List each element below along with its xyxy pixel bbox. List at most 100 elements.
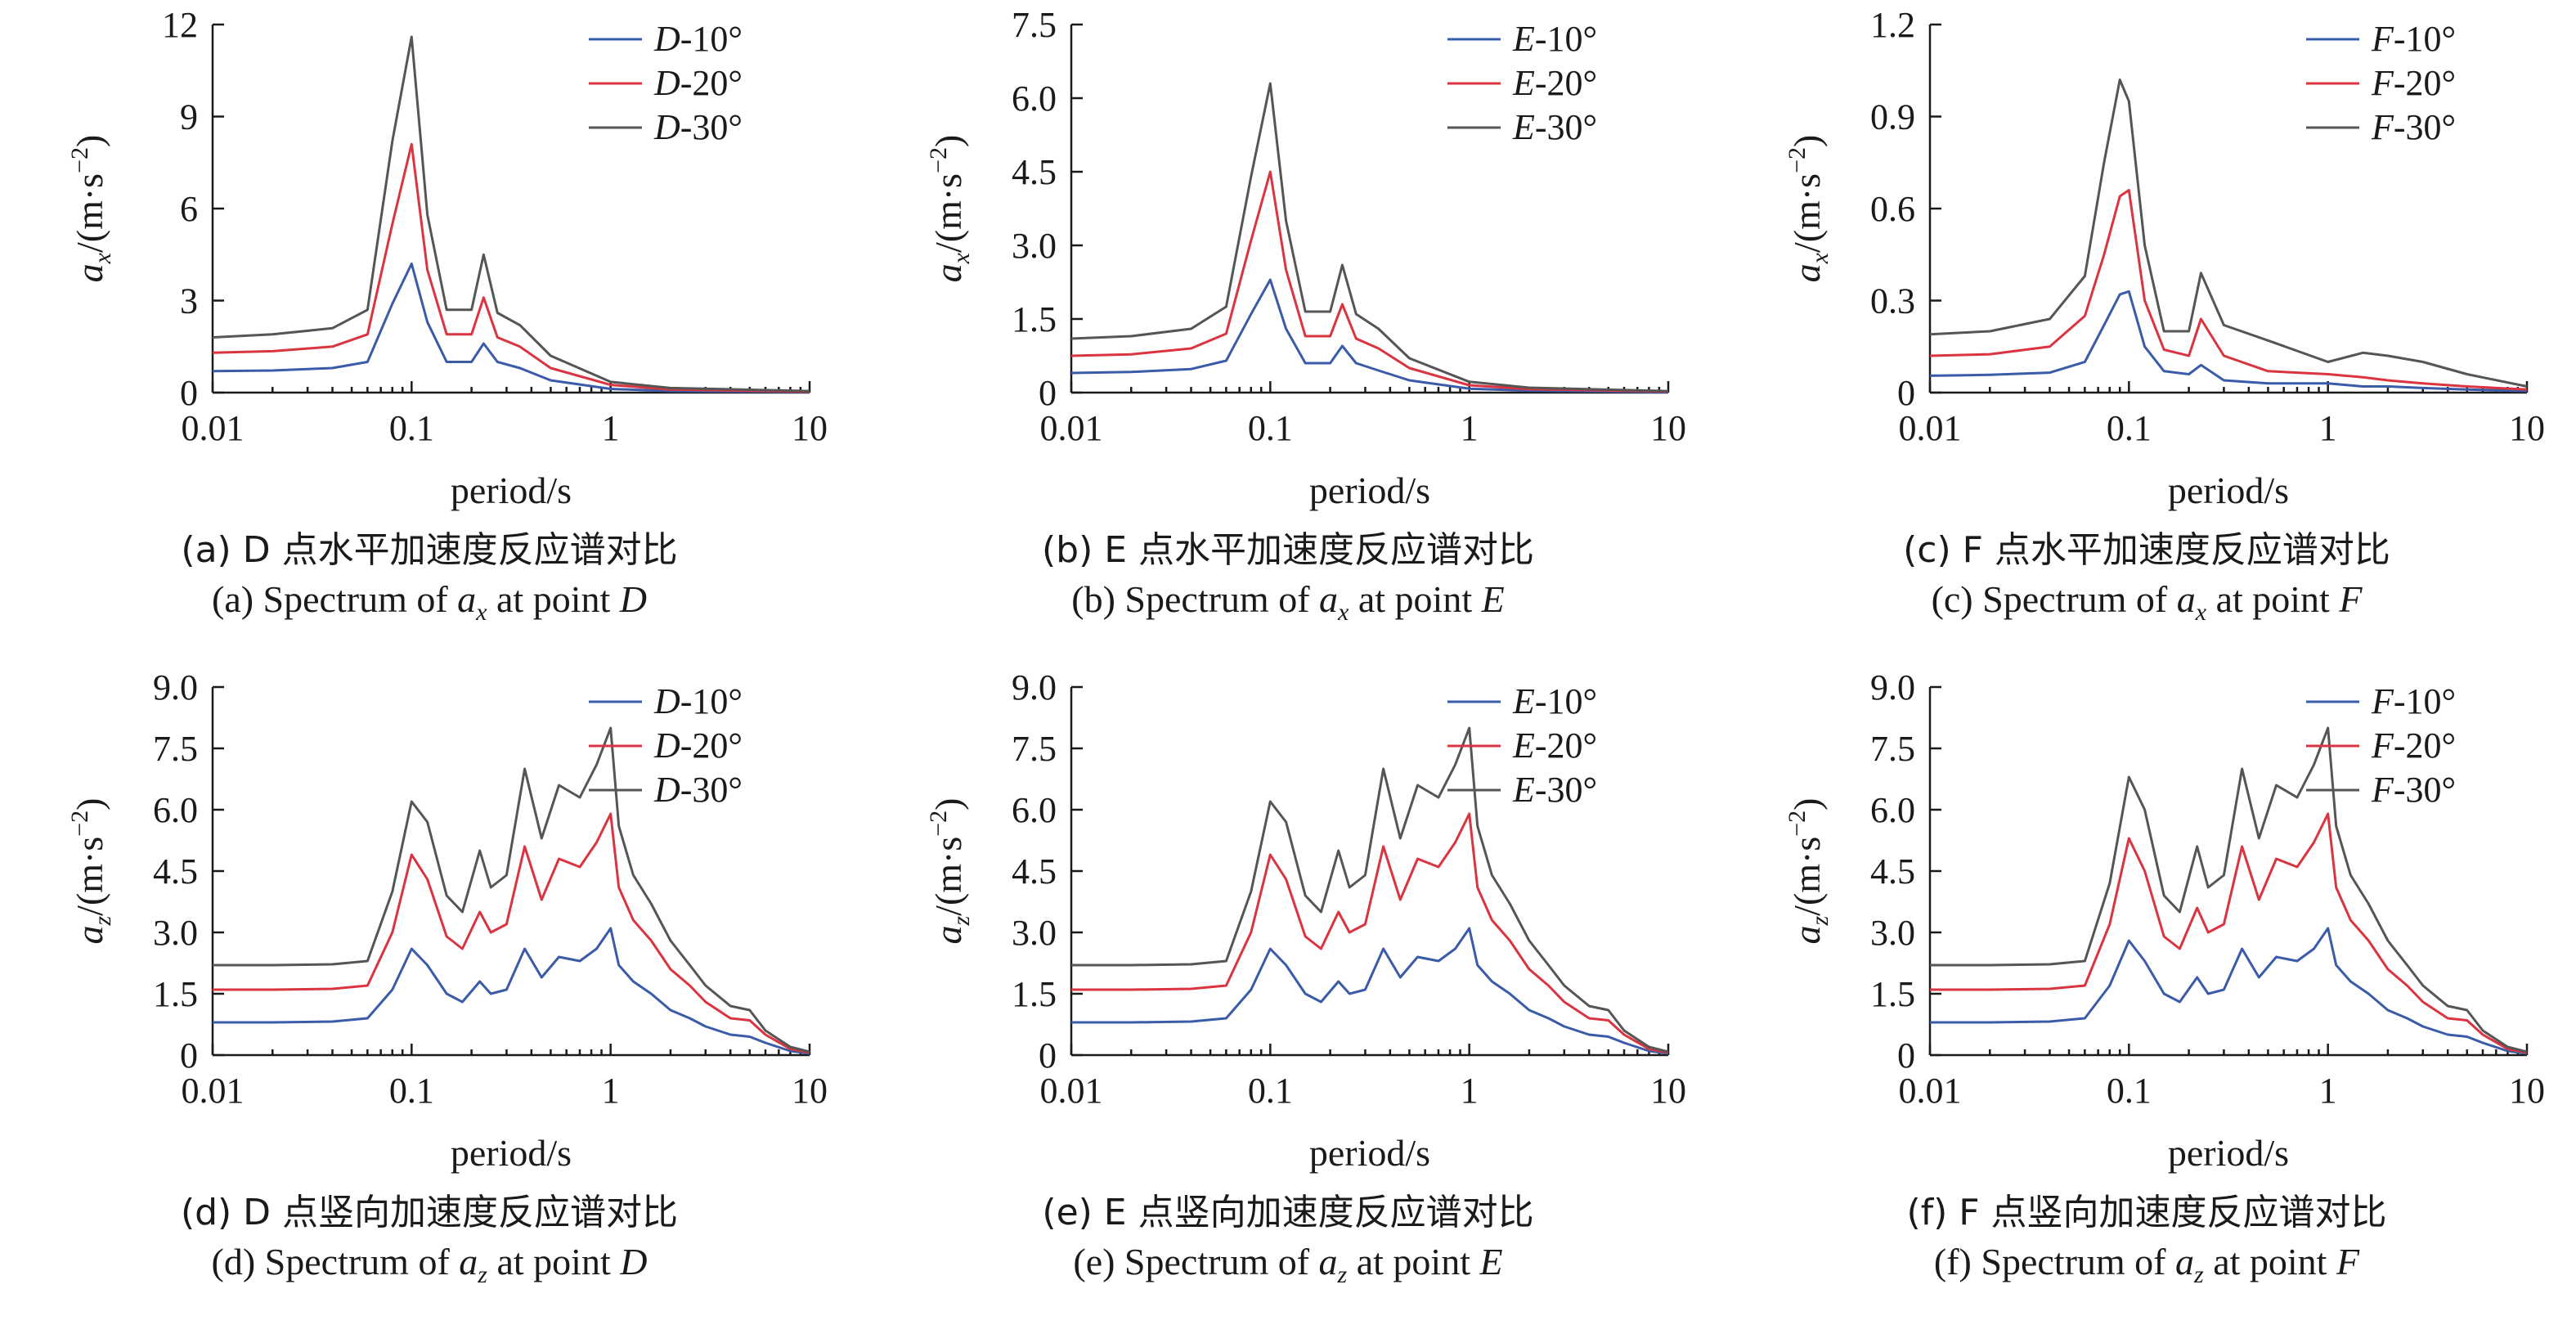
legend-angle: -20° — [1535, 725, 1597, 766]
legend-angle: -30° — [1535, 770, 1597, 810]
y-tick-label: 1.5 — [153, 974, 198, 1014]
y-title-superscript: −2 — [66, 811, 93, 837]
y-axis-title: az/(m·s−2) — [1784, 797, 1833, 944]
y-tick-label: 9.0 — [1870, 667, 1915, 707]
y-tick-label: 9.0 — [1012, 667, 1057, 707]
y-title-close: ) — [927, 135, 969, 147]
caption-en-b: (b) Spectrum of ax at point E — [1071, 578, 1505, 627]
legend-entry-E-10°: E-10° — [1512, 19, 1597, 59]
y-tick-label: 0 — [1039, 373, 1057, 413]
y-title-subscript: x — [1806, 252, 1833, 264]
y-tick-label: 3.0 — [1012, 226, 1057, 266]
series-line-F-10° — [1930, 927, 2528, 1055]
legend-entry-D-10°: D-10° — [653, 19, 743, 59]
legend-entry-D-30°: D-30° — [653, 770, 743, 810]
legend-entry-F-10°: F-10° — [2371, 681, 2456, 721]
chart-panel-a: 0.01 0.1 1 10 0 3 6 9 12 period/s ax/(m·s−2) D-10° D… — [0, 0, 859, 662]
x-tick-label: 10 — [1650, 1071, 1686, 1111]
x-axis-title: period/s — [1309, 469, 1430, 511]
x-tick-label: 0.1 — [2107, 408, 2152, 448]
legend-entry-F-30°: F-30° — [2371, 770, 2456, 810]
caption-cn-f: (f) F 点竖向加速度反应谱对比 — [1906, 1192, 2387, 1233]
y-tick-label: 7.5 — [153, 729, 198, 769]
x-tick-label: 0.1 — [2107, 1071, 2152, 1111]
x-tick-label: 10 — [2509, 1071, 2545, 1111]
x-tick-label: 0.1 — [389, 1071, 434, 1111]
legend-point: F — [2371, 107, 2394, 147]
y-title-unit: /(m·s — [927, 173, 969, 253]
y-title-subscript: x — [89, 252, 116, 264]
chart-c: 0.01 0.1 1 10 0 0.3 0.6 0.9 1.2 period/s ax/(m·s−2… — [1784, 5, 2545, 511]
y-tick-label: 12 — [162, 5, 198, 45]
caption-cn-b: (b) E 点水平加速度反应谱对比 — [1041, 529, 1535, 571]
series-line-D-10° — [212, 263, 810, 393]
legend-angle: -10° — [680, 681, 743, 721]
y-tick-label: 0 — [1039, 1035, 1057, 1076]
y-tick-label: 0 — [180, 1035, 198, 1076]
y-tick-label: 4.5 — [153, 851, 198, 892]
y-tick-label: 0.3 — [1870, 281, 1915, 321]
legend-entry-F-30°: F-30° — [2371, 107, 2456, 147]
x-tick-label: 1 — [1461, 1071, 1479, 1111]
y-tick-label: 1.5 — [1012, 299, 1057, 339]
x-tick-label: 1 — [2319, 408, 2337, 448]
y-title-superscript: −2 — [925, 147, 952, 173]
x-tick-label: 0.1 — [1248, 1071, 1293, 1111]
chart-e: 0.01 0.1 1 10 0 1.5 3.0 4.5 6.0 7.5 9.0 period/s az/… — [925, 667, 1686, 1174]
legend-point: D — [653, 725, 680, 766]
chart-b: 0.01 0.1 1 10 0 1.5 3.0 4.5 6.0 7.5 period/s ax/(m·… — [925, 5, 1686, 511]
legend-point: E — [1512, 725, 1535, 766]
series-line-F-20° — [1929, 189, 2528, 391]
legend-point: F — [2371, 681, 2394, 721]
x-tick-label: 0.01 — [1040, 1071, 1103, 1111]
x-axis-title: period/s — [451, 469, 572, 511]
y-title-close: ) — [69, 135, 110, 147]
caption-en-e: (e) Spectrum of az at point E — [1073, 1241, 1503, 1289]
caption-en-a: (a) Spectrum of ax at point D — [212, 578, 647, 627]
legend-point: E — [1512, 19, 1535, 59]
chart-a: 0.01 0.1 1 10036912period/sax/(m·s−2)D-10°D… — [66, 5, 828, 511]
series-line-D-30° — [213, 726, 810, 1053]
legend-entry-D-10°: D-10° — [653, 681, 743, 721]
x-tick-label: 10 — [2509, 408, 2545, 448]
y-tick-label: 6.0 — [1012, 79, 1057, 119]
chart-f: 0.01 0.1 1 10 0 1.5 3.0 4.5 6.0 7.5 9.0 period/s az/… — [1784, 667, 2545, 1174]
y-title-subscript: z — [89, 916, 116, 927]
series-line-D-20° — [213, 812, 810, 1054]
y-tick-label: 0.9 — [1870, 97, 1915, 137]
series-line-E-10° — [1070, 278, 1669, 393]
y-tick-label: 3.0 — [1012, 913, 1057, 953]
legend-angle: -10° — [2394, 681, 2456, 721]
legend-angle: -10° — [2394, 19, 2456, 59]
legend-angle: -30° — [2394, 770, 2456, 810]
y-title-symbol: a — [927, 263, 969, 282]
y-tick-label: 1.2 — [1870, 5, 1915, 45]
caption-cn-d: (d) D 点竖向加速度反应谱对比 — [180, 1192, 679, 1233]
legend-angle: -20° — [1535, 63, 1597, 103]
legend-angle: -30° — [1535, 107, 1597, 147]
y-title-close: ) — [1786, 797, 1828, 810]
y-tick-label: 9 — [180, 97, 198, 137]
y-tick-label: 3.0 — [1870, 913, 1915, 953]
y-title-close: ) — [927, 797, 969, 810]
legend-point: D — [653, 107, 680, 147]
legend-angle: -30° — [680, 770, 743, 810]
legend-point: E — [1512, 681, 1535, 721]
y-axis-title: ax/(m·s−2) — [925, 135, 975, 283]
caption-en-c: (c) Spectrum of ax at point F — [1931, 578, 2363, 627]
y-title-superscript: −2 — [1784, 811, 1811, 837]
legend-angle: -20° — [2394, 63, 2456, 103]
y-tick-label: 0.6 — [1870, 189, 1915, 229]
legend-point: D — [653, 63, 680, 103]
y-title-unit: /(m·s — [69, 837, 110, 916]
x-tick-label: 0.01 — [1040, 408, 1103, 448]
legend-entry-D-30°: D-30° — [653, 107, 743, 147]
x-tick-label: 0.01 — [1899, 408, 1962, 448]
legend-entry-F-20°: F-20° — [2371, 63, 2456, 103]
x-tick-label: 10 — [792, 408, 828, 448]
legend-entry-E-30°: E-30° — [1512, 107, 1597, 147]
chart-panel-e: 0.01 0.1 1 10 0 1.5 3.0 4.5 6.0 7.5 9.0 period/s az/… — [859, 662, 1717, 1325]
y-tick-label: 7.5 — [1012, 5, 1057, 45]
legend-entry-F-10°: F-10° — [2371, 19, 2456, 59]
chart-panel-d: 0.01 0.1 1 10 0 1.5 3.0 4.5 6.0 7.5 9.0 period/s az/… — [0, 662, 859, 1325]
